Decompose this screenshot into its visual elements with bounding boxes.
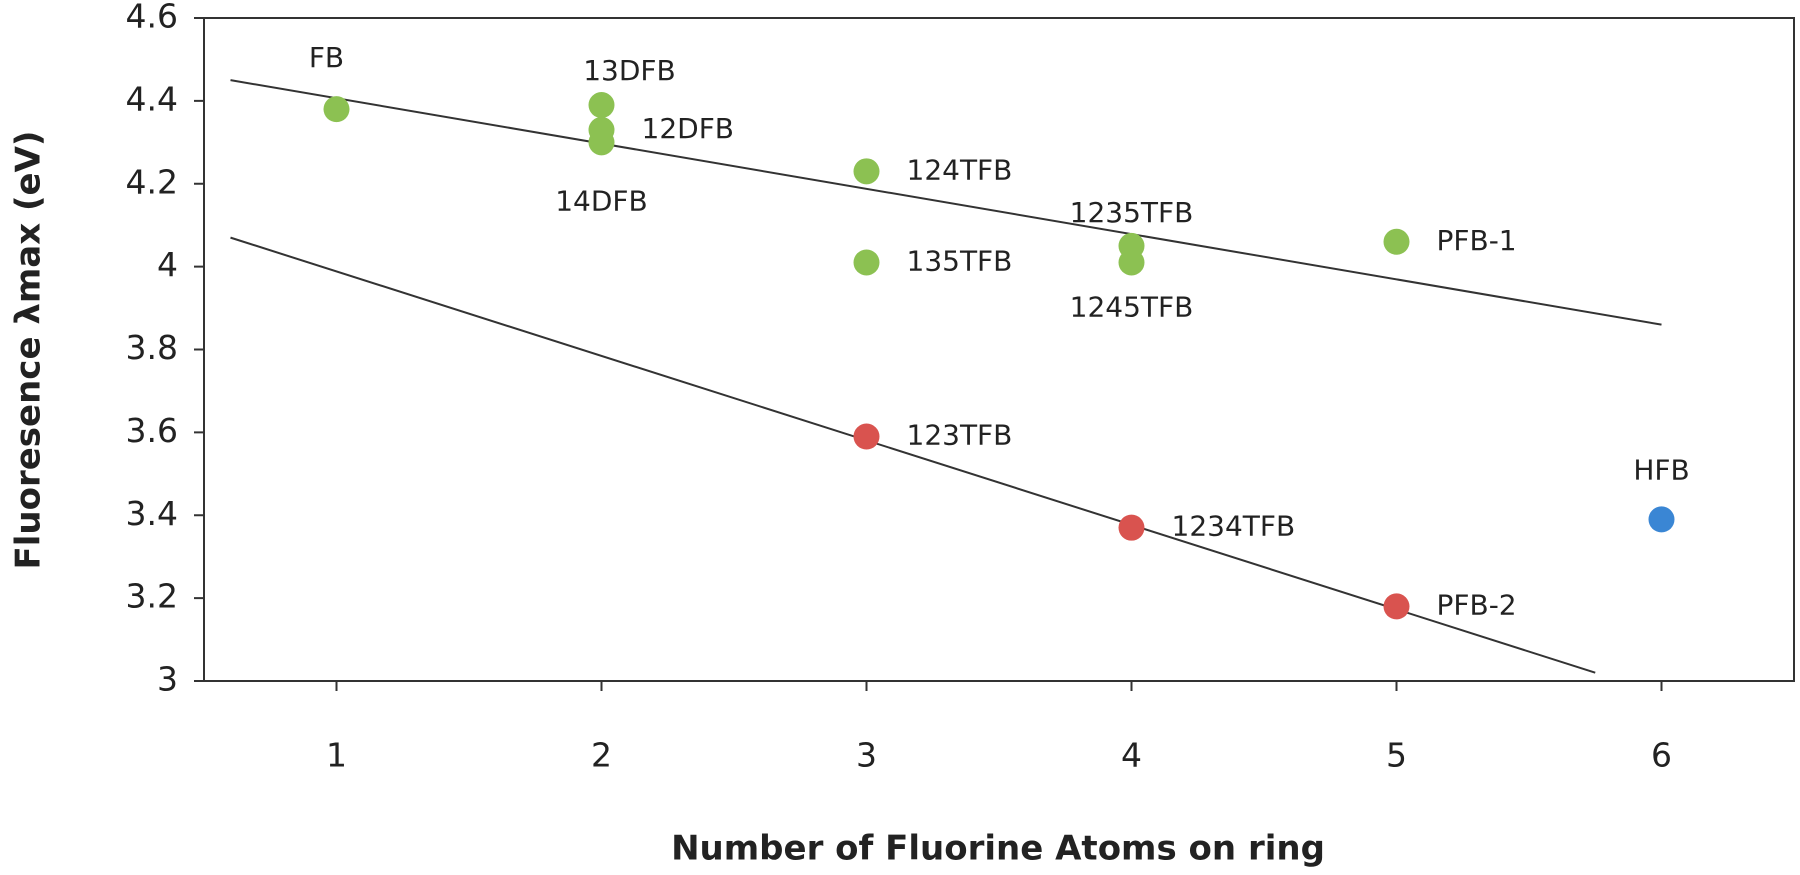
y-tick-label: 3.8 — [126, 328, 178, 367]
point-label: 123TFB — [907, 419, 1013, 452]
trendline — [230, 79, 1662, 326]
plot-frame — [203, 17, 1795, 682]
point — [588, 92, 615, 119]
point — [1118, 249, 1145, 276]
point-label: 135TFB — [907, 244, 1013, 277]
point-label: 1235TFB — [1070, 196, 1194, 229]
point — [1648, 506, 1675, 533]
x-axis-title: Number of Fluorine Atoms on ring — [671, 829, 1325, 869]
point-label: 14DFB — [555, 184, 648, 217]
point-label: 12DFB — [642, 112, 735, 145]
y-axis-title: Fluoresence λmax (eV) — [9, 131, 49, 570]
y-tick-label: 4.4 — [126, 79, 178, 118]
y-tick-label: 3.6 — [126, 411, 178, 450]
y-tick-label: 4.6 — [126, 0, 178, 36]
point — [1118, 514, 1145, 541]
point-label: HFB — [1633, 453, 1689, 486]
point-label: FB — [309, 41, 344, 74]
y-tick-label: 3.4 — [126, 494, 178, 533]
x-tick-label: 1 — [326, 736, 347, 775]
point — [1383, 593, 1410, 620]
y-tick-label: 3.2 — [126, 577, 178, 616]
point — [323, 96, 350, 123]
x-tick-label: 5 — [1386, 736, 1407, 775]
trendline — [230, 236, 1596, 674]
point-label: 1234TFB — [1172, 510, 1296, 543]
point-label: 124TFB — [907, 153, 1013, 186]
point-label: 13DFB — [583, 54, 676, 87]
point — [588, 129, 615, 156]
point — [853, 158, 880, 185]
point-label: 1245TFB — [1070, 290, 1194, 323]
x-tick-label: 2 — [591, 736, 612, 775]
point — [853, 423, 880, 450]
y-tick-label: 4.2 — [126, 162, 178, 201]
point-label: PFB-1 — [1437, 224, 1517, 257]
x-tick-label: 4 — [1121, 736, 1142, 775]
x-tick-label: 3 — [856, 736, 877, 775]
y-tick-label: 4 — [157, 245, 178, 284]
point — [1383, 228, 1410, 255]
point — [853, 249, 880, 276]
x-tick-label: 6 — [1651, 736, 1672, 775]
y-tick-label: 3 — [157, 660, 178, 699]
point-label: PFB-2 — [1437, 588, 1517, 621]
